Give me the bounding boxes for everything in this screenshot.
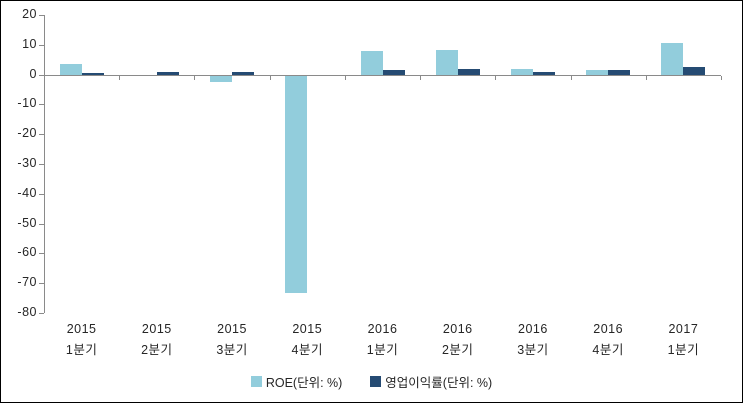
bar-roe bbox=[661, 43, 684, 75]
bar-operating-margin bbox=[457, 68, 480, 75]
y-tick bbox=[39, 164, 44, 165]
chart-legend: ROE(단위: %) 영업이익률(단위: %) bbox=[1, 372, 742, 390]
y-tick-label: 0 bbox=[29, 66, 37, 81]
y-tick bbox=[39, 44, 44, 46]
y-tick-label: -40 bbox=[17, 185, 37, 200]
y-tick bbox=[39, 283, 44, 285]
x-tick bbox=[344, 75, 346, 80]
x-category-label: 2015 2분기 bbox=[141, 322, 173, 357]
x-category-label: 2016 3분기 bbox=[517, 322, 549, 357]
legend-item: 영업이익률(단위: %) bbox=[370, 372, 492, 391]
bar-operating-margin bbox=[232, 72, 255, 75]
x-category-label: 2016 2분기 bbox=[441, 322, 474, 357]
x-tick bbox=[119, 75, 121, 80]
bar-operating-margin bbox=[156, 71, 179, 75]
bar-roe bbox=[59, 63, 82, 75]
bar-roe bbox=[285, 75, 308, 293]
x-category-label: 2017 1분기 bbox=[667, 322, 700, 357]
y-tick bbox=[39, 253, 44, 255]
y-tick bbox=[39, 313, 44, 314]
y-tick-label: -70 bbox=[17, 275, 37, 290]
y-tick-label: -60 bbox=[17, 245, 37, 260]
x-tick bbox=[194, 75, 196, 80]
y-tick-label: -20 bbox=[17, 126, 37, 141]
legend-item: ROE(단위: %) bbox=[250, 372, 343, 391]
y-tick bbox=[39, 134, 44, 136]
x-tick bbox=[495, 75, 497, 80]
bar-operating-margin bbox=[382, 69, 405, 75]
y-tick-label: -10 bbox=[17, 96, 37, 111]
bar-roe bbox=[210, 75, 233, 82]
bar-roe bbox=[435, 50, 458, 75]
x-category-label: 2015 1분기 bbox=[65, 322, 98, 357]
y-tick bbox=[39, 223, 44, 225]
y-tick bbox=[39, 104, 44, 106]
bar-operating-margin bbox=[683, 66, 706, 75]
bar-roe bbox=[586, 70, 609, 75]
legend-label: ROE(단위: %) bbox=[265, 375, 343, 390]
y-tick bbox=[39, 74, 44, 76]
x-tick bbox=[570, 75, 572, 80]
legend-label: 영업이익률(단위: %) bbox=[385, 375, 493, 390]
y-tick bbox=[39, 15, 44, 16]
y-tick-label: -50 bbox=[17, 215, 37, 230]
legend-swatch-icon bbox=[370, 375, 382, 387]
legend-swatch-icon bbox=[250, 375, 262, 387]
x-category-label: 2015 4분기 bbox=[291, 322, 323, 357]
x-tick bbox=[420, 75, 422, 80]
y-axis-line bbox=[44, 15, 45, 313]
y-tick-label: -30 bbox=[17, 156, 37, 170]
x-tick bbox=[269, 75, 271, 80]
bar-roe bbox=[510, 69, 533, 75]
bar-operating-margin bbox=[608, 69, 631, 75]
x-axis-line bbox=[44, 74, 721, 76]
bar-operating-margin bbox=[81, 72, 104, 75]
y-tick-label: 20 bbox=[22, 7, 37, 21]
x-tick bbox=[721, 75, 722, 80]
x-category-label: 2016 4분기 bbox=[592, 322, 624, 357]
bar-operating-margin bbox=[532, 72, 555, 75]
bar-roe bbox=[360, 51, 383, 75]
x-category-label: 2016 1분기 bbox=[366, 322, 399, 357]
x-category-label: 2015 3분기 bbox=[216, 322, 248, 357]
y-tick-label: -80 bbox=[17, 305, 37, 319]
y-tick bbox=[39, 193, 44, 195]
x-tick bbox=[645, 75, 647, 80]
y-tick-label: 10 bbox=[22, 36, 37, 51]
